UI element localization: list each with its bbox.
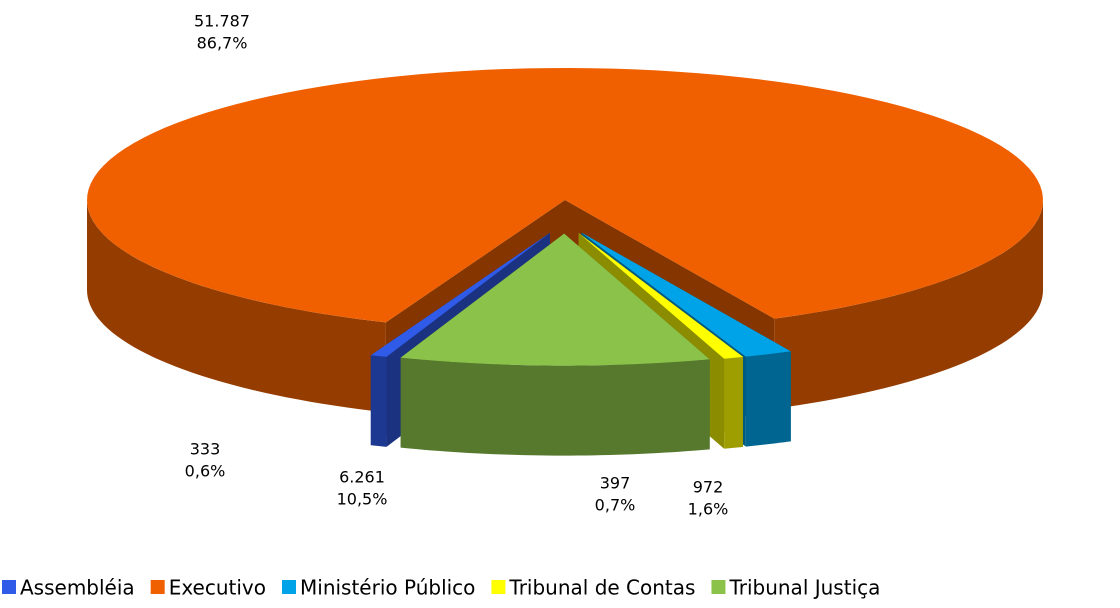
slice-top <box>400 233 710 366</box>
legend-label: Assembléia <box>20 576 135 600</box>
legend: Assembléia Executivo Ministério Público Tri… <box>2 576 880 600</box>
data-label-percent: 1,6% <box>688 500 729 519</box>
data-label-value: 51.787 <box>194 12 250 31</box>
slice <box>400 233 710 456</box>
data-label-percent: 0,6% <box>185 462 226 481</box>
slice-side <box>774 200 1043 409</box>
legend-label: Tribunal Justiça <box>728 576 880 600</box>
legend-swatch <box>282 580 296 594</box>
data-labels: 333 0,6% 51.787 86,7% 972 1,6% 397 0,7% 6.261 10,… <box>185 12 729 519</box>
data-label-value: 972 <box>693 478 724 497</box>
legend-swatch <box>2 580 16 594</box>
legend-label: Ministério Público <box>300 576 475 600</box>
slice-side <box>87 200 386 413</box>
legend-swatch <box>491 580 506 594</box>
data-label-percent: 0,7% <box>595 496 636 515</box>
data-label-percent: 10,5% <box>337 490 388 509</box>
data-label-value: 333 <box>190 440 221 459</box>
data-label-value: 397 <box>600 474 631 493</box>
legend-swatch <box>711 580 726 594</box>
slice-top <box>87 68 1043 323</box>
slice-side <box>724 356 744 449</box>
legend-item: Executivo <box>150 576 266 600</box>
data-label-percent: 86,7% <box>197 34 248 53</box>
legend-item: Ministério Público <box>282 576 475 600</box>
slice-top <box>578 232 744 359</box>
data-label-value: 6.261 <box>339 468 385 487</box>
slice-side <box>400 357 710 456</box>
slice-side <box>370 355 387 447</box>
pie <box>87 68 1043 456</box>
slice-top <box>370 232 550 357</box>
legend-swatch <box>150 580 165 594</box>
legend-item: Assembléia <box>2 576 135 600</box>
legend-label: Executivo <box>169 576 266 600</box>
legend-item: Tribunal Justiça <box>711 576 880 600</box>
slice-top <box>581 232 791 357</box>
slice-side <box>745 351 791 447</box>
legend-label: Tribunal de Contas <box>508 576 695 600</box>
legend-item: Tribunal de Contas <box>491 576 695 600</box>
